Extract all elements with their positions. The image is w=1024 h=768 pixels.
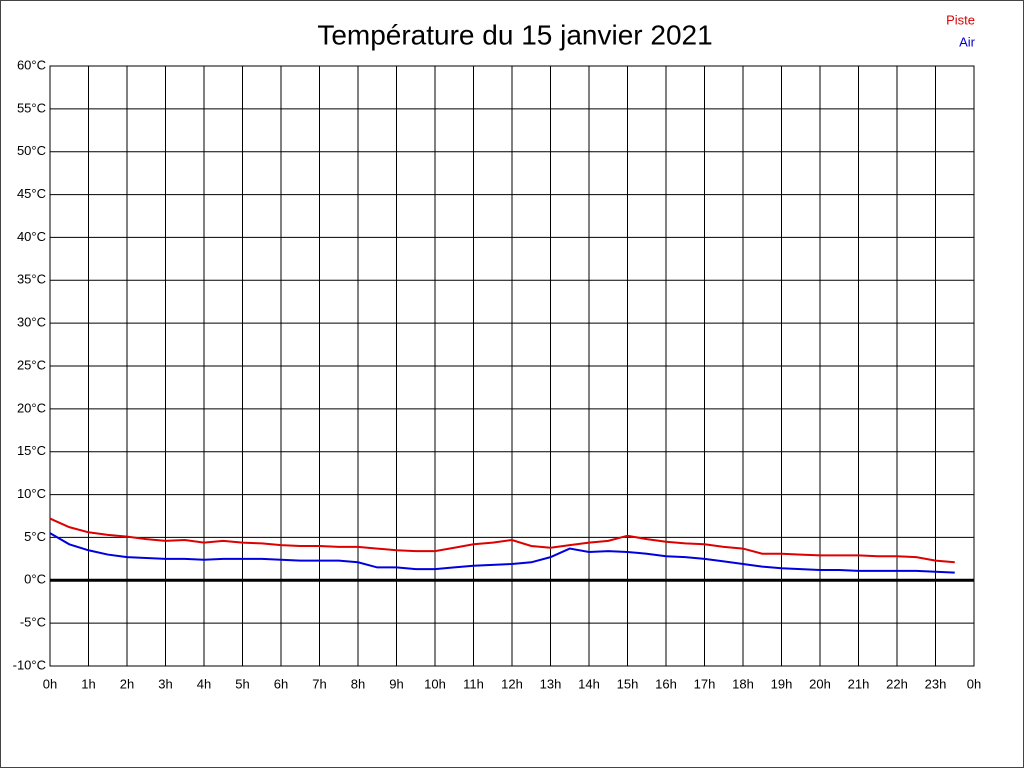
y-tick-label: -10°C: [13, 657, 46, 672]
x-tick-label: 0h: [967, 676, 981, 691]
x-tick-label: 16h: [655, 676, 677, 691]
y-tick-label: 25°C: [17, 357, 46, 372]
y-tick-label: 5°C: [24, 529, 46, 544]
x-tick-label: 10h: [424, 676, 446, 691]
y-tick-label: -5°C: [20, 615, 46, 630]
x-tick-label: 7h: [312, 676, 326, 691]
x-tick-label: 21h: [848, 676, 870, 691]
y-tick-label: 0°C: [24, 572, 46, 587]
y-tick-label: 35°C: [17, 272, 46, 287]
x-tick-label: 13h: [540, 676, 562, 691]
x-tick-label: 23h: [925, 676, 947, 691]
x-tick-label: 20h: [809, 676, 831, 691]
x-tick-label: 2h: [120, 676, 134, 691]
line: [49, 517, 955, 564]
y-tick-label: 10°C: [17, 486, 46, 501]
line: [49, 532, 955, 574]
y-tick-label: 60°C: [17, 57, 46, 72]
x-tick-label: 12h: [501, 676, 523, 691]
legend-label: Piste: [946, 12, 975, 27]
legend-label: Air: [959, 34, 976, 49]
x-tick-label: 5h: [235, 676, 249, 691]
x-tick-label: 1h: [81, 676, 95, 691]
y-tick-label: 50°C: [17, 143, 46, 158]
y-tick-label: 30°C: [17, 315, 46, 330]
x-tick-label: 8h: [351, 676, 365, 691]
y-tick-label: 40°C: [17, 229, 46, 244]
x-tick-label: 19h: [771, 676, 793, 691]
x-tick-label: 22h: [886, 676, 908, 691]
chart-title: Température du 15 janvier 2021: [317, 19, 712, 50]
y-tick-label: 45°C: [17, 186, 46, 201]
x-tick-label: 4h: [197, 676, 211, 691]
x-tick-label: 14h: [578, 676, 600, 691]
x-tick-label: 9h: [389, 676, 403, 691]
y-tick-label: 15°C: [17, 443, 46, 458]
x-tick-label: 18h: [732, 676, 754, 691]
y-tick-label: 55°C: [17, 100, 46, 115]
x-tick-label: 11h: [463, 676, 484, 691]
y-tick-label: 20°C: [17, 400, 46, 415]
x-tick-label: 3h: [158, 676, 172, 691]
x-tick-label: 17h: [694, 676, 716, 691]
x-tick-label: 6h: [274, 676, 288, 691]
x-tick-label: 15h: [617, 676, 639, 691]
x-tick-label: 0h: [43, 676, 57, 691]
